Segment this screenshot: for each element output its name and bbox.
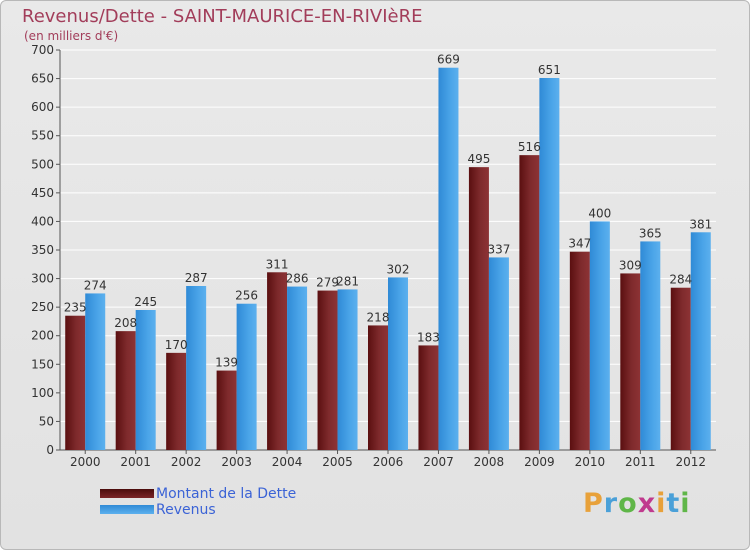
y-tick-label: 300 (31, 272, 54, 286)
x-tick-label: 2008 (474, 455, 505, 469)
y-tick-label: 500 (31, 157, 54, 171)
y-tick-label: 350 (31, 243, 54, 257)
x-tick-label: 2010 (575, 455, 606, 469)
bar-dette (317, 290, 338, 450)
x-tick-label: 2005 (322, 455, 353, 469)
y-tick-label: 700 (31, 43, 54, 57)
bar-dette (267, 272, 288, 450)
y-tick-label: 250 (31, 300, 54, 314)
data-label-dette: 218 (367, 310, 390, 324)
chart-unit-subtitle: (en milliers d'€) (24, 29, 119, 43)
data-label-revenus: 651 (538, 63, 561, 77)
y-tick-label: 150 (31, 357, 54, 371)
data-label-dette: 170 (165, 338, 188, 352)
bar-revenus (488, 257, 509, 450)
legend-label-revenus: Revenus (156, 502, 216, 518)
bar-dette (569, 251, 590, 450)
y-tick-label: 50 (39, 414, 54, 428)
bar-revenus (640, 241, 661, 450)
logo-letter: P (583, 488, 604, 519)
data-label-revenus: 302 (387, 262, 410, 276)
y-tick-label: 200 (31, 329, 54, 343)
data-label-revenus: 365 (639, 226, 662, 240)
y-tick-label: 450 (31, 186, 54, 200)
chart-title: Revenus/Dette - SAINT-MAURICE-EN-RIVIèRE (22, 6, 423, 27)
data-label-revenus: 669 (437, 53, 460, 67)
x-tick-label: 2006 (373, 455, 404, 469)
bar-revenus (337, 289, 358, 450)
bar-revenus (186, 286, 207, 450)
legend-swatch-dette (100, 489, 154, 498)
y-tick-label: 600 (31, 100, 54, 114)
bar-dette (519, 155, 540, 450)
legend-swatch-revenus (100, 505, 154, 514)
x-tick-label: 2001 (120, 455, 151, 469)
x-tick-label: 2011 (625, 455, 656, 469)
x-tick-label: 2012 (675, 455, 706, 469)
bar-dette (620, 273, 641, 450)
data-label-revenus: 245 (134, 295, 157, 309)
logo-letter: t (666, 488, 681, 519)
data-label-dette: 279 (316, 276, 339, 290)
data-label-dette: 183 (417, 330, 440, 344)
bar-dette (368, 325, 388, 450)
x-tick-label: 2009 (524, 455, 555, 469)
x-tick-label: 2007 (423, 455, 454, 469)
bar-revenus (236, 303, 257, 450)
bar-revenus (85, 293, 106, 450)
bar-dette (166, 352, 187, 450)
logo-letter: i (680, 488, 691, 519)
data-label-dette: 309 (619, 258, 642, 272)
data-label-dette: 235 (64, 301, 87, 315)
bar-revenus (287, 286, 308, 450)
data-label-dette: 139 (215, 356, 238, 370)
data-label-revenus: 256 (235, 289, 258, 303)
bar-dette (468, 167, 489, 450)
data-label-revenus: 286 (286, 272, 309, 286)
data-label-dette: 311 (266, 257, 289, 271)
bar-dette (115, 331, 136, 450)
data-label-revenus: 287 (185, 271, 208, 285)
bar-revenus (690, 232, 711, 450)
y-tick-label: 550 (31, 129, 54, 143)
bar-layer (65, 67, 711, 450)
proxiti-logo: Proxiti (583, 488, 691, 519)
data-label-dette: 516 (518, 140, 541, 154)
data-label-revenus: 400 (588, 206, 611, 220)
y-tick-label: 650 (31, 72, 54, 86)
x-tick-label: 2000 (70, 455, 101, 469)
data-label-dette: 208 (114, 316, 137, 330)
bar-revenus (135, 310, 156, 450)
bar-revenus (388, 277, 408, 450)
y-tick-label: 400 (31, 214, 54, 228)
y-tick-label: 100 (31, 386, 54, 400)
bar-revenus (539, 78, 560, 450)
data-label-revenus: 274 (84, 278, 107, 292)
logo-letter: i (656, 488, 667, 519)
bar-revenus (589, 221, 610, 450)
logo-letter: x (637, 488, 657, 519)
x-tick-label: 2004 (272, 455, 303, 469)
bar-dette (216, 370, 237, 450)
axis-layer: 0 50 100 150 200 250 300 350 400 450 500 550 600 650 7… (31, 43, 716, 469)
legend-label-dette: Montant de la Dette (156, 486, 297, 502)
bar-dette (670, 287, 691, 450)
data-label-dette: 495 (467, 152, 490, 166)
logo-letter: o (618, 488, 638, 519)
x-tick-label: 2003 (221, 455, 252, 469)
data-label-dette: 347 (568, 237, 591, 251)
data-label-revenus: 281 (336, 274, 359, 288)
data-label-revenus: 381 (689, 217, 712, 231)
bar-dette (65, 315, 86, 450)
bar-dette (418, 345, 439, 450)
data-label-revenus: 337 (487, 242, 510, 256)
data-label-dette: 284 (669, 273, 692, 287)
y-tick-label: 0 (46, 443, 54, 457)
bar-revenus (438, 67, 459, 450)
logo-letter: r (603, 488, 619, 519)
x-tick-label: 2002 (171, 455, 202, 469)
